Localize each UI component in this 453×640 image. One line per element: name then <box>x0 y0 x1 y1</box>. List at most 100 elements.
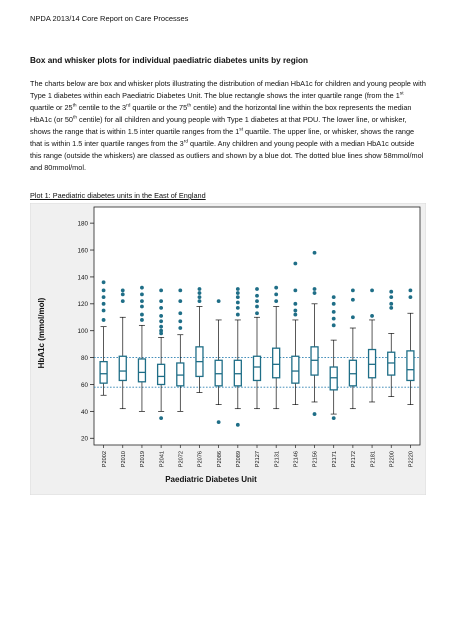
y-tick-label: 40 <box>81 409 89 416</box>
outlier-dot <box>101 301 106 306</box>
outlier-dot <box>178 288 183 293</box>
outlier-dot <box>159 331 164 336</box>
y-tick-label: 160 <box>77 247 88 254</box>
iqr-box <box>329 366 338 391</box>
outlier-dot <box>235 305 240 310</box>
iqr-box <box>406 350 415 382</box>
x-tick-label: P2089 <box>236 451 242 467</box>
outlier-dot <box>159 299 164 304</box>
section-title: Box and whisker plots for individual pae… <box>30 56 308 65</box>
outlier-dot <box>274 299 279 304</box>
outlier-dot <box>255 311 259 316</box>
y-axis-label: HbA1c (mmol/mol) <box>37 297 46 368</box>
outlier-dot <box>331 309 336 314</box>
outlier-dot <box>350 297 355 302</box>
iqr-box <box>252 355 262 382</box>
outlier-dot <box>140 318 144 322</box>
iqr-box <box>137 358 147 383</box>
outlier-dot <box>120 292 125 297</box>
explanatory-paragraph: The charts below are box and whisker plo… <box>30 79 426 172</box>
plot-title: Plot 1: Paediatric diabetes units in the… <box>30 191 206 200</box>
outlier-dot <box>101 280 106 285</box>
x-tick-label: P2156 <box>313 451 319 467</box>
outlier-dot <box>235 422 240 427</box>
outlier-dot <box>293 261 298 266</box>
outlier-dot <box>331 316 336 321</box>
box-plot-svg: 20 40 60 80 100 120 140 160 180 P2002 P2010 P2019 P2… <box>29 202 427 496</box>
outlier-dot <box>389 301 394 306</box>
outlier-dot <box>370 314 374 318</box>
outlier-dot <box>178 299 183 304</box>
outlier-dot <box>101 295 106 299</box>
iqr-box <box>156 363 166 386</box>
outlier-dot <box>331 295 336 299</box>
y-tick-label: 80 <box>81 355 89 362</box>
iqr-box <box>272 347 281 379</box>
box-plot-chart: 20 40 60 80 100 120 140 160 180 P2002 P2010 P2019 P2… <box>29 202 427 496</box>
outlier-dot <box>350 288 355 293</box>
outlier-dot <box>178 326 183 330</box>
outlier-dot <box>235 300 240 305</box>
outlier-dot <box>235 287 240 291</box>
outlier-dot <box>120 288 125 293</box>
x-tick-label: P2172 <box>351 451 357 467</box>
outlier-dot <box>159 319 164 324</box>
outlier-dot <box>235 295 240 299</box>
outlier-dot <box>101 308 106 313</box>
outlier-dot <box>312 291 317 295</box>
outlier-dot <box>293 301 298 306</box>
x-tick-label: P2002 <box>102 451 108 467</box>
x-tick-label: P2171 <box>332 451 338 467</box>
outlier-dot <box>101 288 106 293</box>
iqr-box <box>233 359 242 387</box>
outlier-dot <box>197 291 202 295</box>
x-tick-label: P2086 <box>217 451 223 467</box>
x-tick-label: P2072 <box>178 451 184 467</box>
x-tick-label: P2181 <box>370 451 376 467</box>
outlier-dot <box>389 289 394 294</box>
outlier-dot <box>197 299 202 304</box>
x-tick-label: P2010 <box>121 451 127 467</box>
outlier-dot <box>312 250 317 255</box>
y-tick-label: 120 <box>77 301 88 308</box>
iqr-box <box>367 348 377 379</box>
x-tick-label: P2220 <box>409 451 415 467</box>
x-tick-label: P2146 <box>294 451 300 467</box>
iqr-box <box>387 351 396 376</box>
outlier-dot <box>178 311 183 316</box>
outlier-dot <box>408 295 413 299</box>
outlier-dot <box>140 299 144 304</box>
outlier-dot <box>389 295 394 299</box>
outlier-dot <box>140 292 144 297</box>
outlier-dot <box>159 305 164 310</box>
y-tick-label: 100 <box>77 328 88 335</box>
outlier-dot <box>255 287 259 291</box>
x-tick-label: P2131 <box>274 451 280 467</box>
y-tick-label: 60 <box>81 382 89 389</box>
iqr-box <box>310 346 319 376</box>
outlier-dot <box>159 416 164 421</box>
iqr-box <box>99 360 108 384</box>
outlier-dot <box>331 416 336 421</box>
y-tick-label: 20 <box>81 436 89 443</box>
outlier-dot <box>159 324 164 329</box>
outlier-dot <box>197 295 202 299</box>
y-tick-label: 180 <box>77 221 88 228</box>
outlier-dot <box>216 299 221 304</box>
outlier-dot <box>140 304 144 309</box>
outlier-dot <box>235 312 240 317</box>
outlier-dot <box>350 315 355 320</box>
outlier-dot <box>312 287 317 291</box>
outlier-dot <box>216 420 221 425</box>
outlier-dot <box>274 292 279 297</box>
outlier-dot <box>120 299 125 304</box>
outlier-dot <box>312 412 317 416</box>
outlier-dot <box>140 312 144 317</box>
outlier-dot <box>370 288 374 293</box>
outlier-dot <box>408 288 413 293</box>
outlier-dot <box>389 305 394 310</box>
outlier-dot <box>159 328 164 333</box>
outlier-dot <box>274 285 279 290</box>
outlier-dot <box>235 291 240 295</box>
outlier-dot <box>331 301 336 306</box>
